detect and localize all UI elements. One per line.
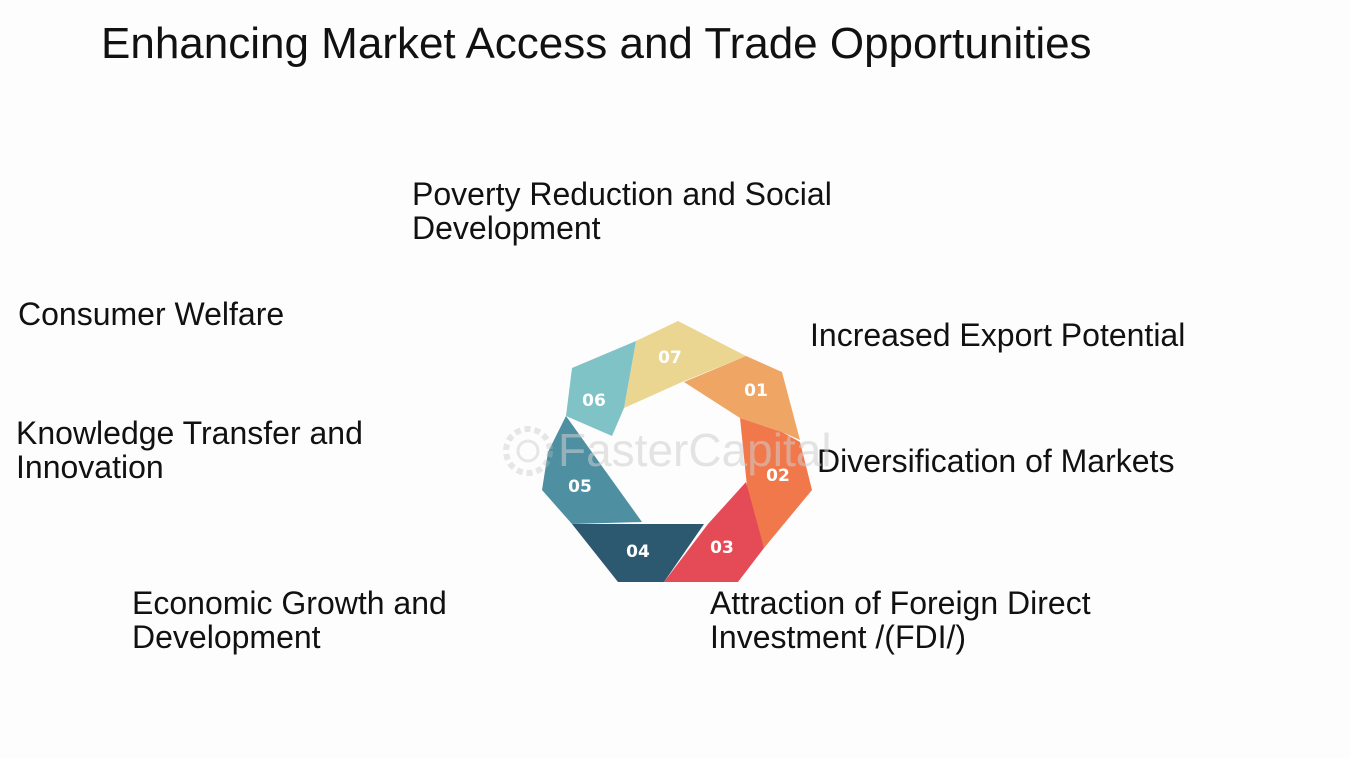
segment-04-number: 04 [626, 542, 650, 562]
segment-06-number: 06 [582, 391, 606, 411]
label-consumer-welfare: Consumer Welfare [18, 296, 285, 332]
label-diversification-of-markets: Diversification of Markets [817, 443, 1175, 479]
heptagon-cycle-diagram: 07 01 02 03 04 05 06 FasterCapital [503, 321, 832, 582]
diagram-title: Enhancing Market Access and Trade Opport… [101, 19, 1092, 68]
segment-06 [566, 341, 636, 436]
segment-07 [624, 321, 746, 408]
segment-05 [542, 416, 642, 524]
segment-05-number: 05 [568, 477, 592, 497]
label-increased-export-potential: Increased Export Potential [810, 317, 1186, 353]
watermark-gear-icon [503, 426, 553, 476]
label-economic-growth: Economic Growth and Development [132, 585, 447, 655]
segment-03 [664, 482, 764, 582]
segment-02-number: 02 [766, 466, 790, 486]
segment-07-number: 07 [658, 348, 682, 368]
segment-03-number: 03 [710, 538, 734, 558]
segment-04 [572, 524, 704, 582]
watermark-text: FasterCapital [558, 424, 832, 476]
label-knowledge-transfer: Knowledge Transfer and Innovation [16, 415, 363, 485]
label-fdi-attraction: Attraction of Foreign Direct Investment … [710, 585, 1091, 655]
segment-01-number: 01 [744, 381, 768, 401]
segment-01 [684, 356, 800, 440]
label-poverty-reduction: Poverty Reduction and Social Development [412, 176, 832, 246]
segment-02 [740, 418, 812, 548]
